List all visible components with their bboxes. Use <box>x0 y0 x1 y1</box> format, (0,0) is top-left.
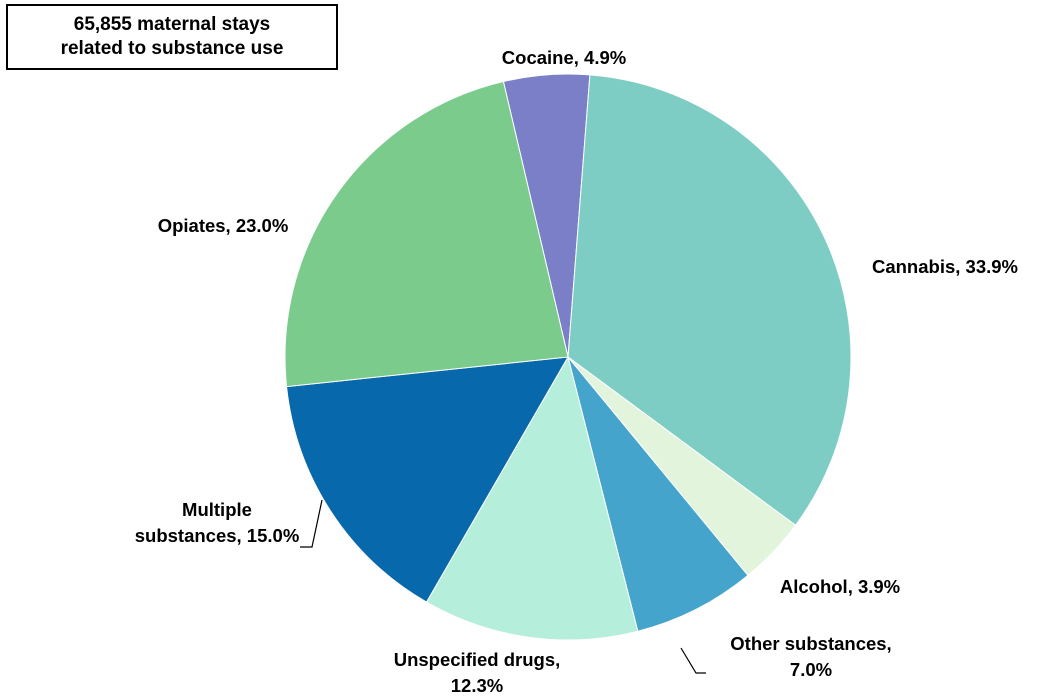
pie-slice-other-substances <box>567 356 749 632</box>
slice-label-line: Multiple <box>182 499 252 520</box>
slice-label-line: Opiates, 23.0% <box>158 215 289 236</box>
slice-label-line: 7.0% <box>790 659 832 680</box>
annotation-line-1: 65,855 maternal stays <box>73 14 271 35</box>
slice-label-cannabis: Cannabis, 33.9% <box>872 256 1018 277</box>
leader-line-other-substances <box>680 647 706 674</box>
slice-label-alcohol: Alcohol, 3.9% <box>780 576 900 597</box>
slice-label-line: substances, 15.0% <box>135 525 300 546</box>
slice-labels: Cocaine, 4.9% Cannabis, 33.9% Alcohol, 3.9… <box>135 47 1018 696</box>
leader-line-multiple-substances <box>300 499 323 548</box>
slice-label-line: 12.3% <box>451 675 503 696</box>
slice-label-line: Cocaine, 4.9% <box>502 47 626 68</box>
slice-label-unspecified-drugs: Unspecified drugs, 12.3% <box>394 649 561 696</box>
slice-label-cocaine: Cocaine, 4.9% <box>502 47 626 68</box>
slice-label-other-substances: Other substances, 7.0% <box>730 633 891 680</box>
slice-label-line: Cannabis, 33.9% <box>872 256 1018 277</box>
pie-slice-unspecified-drugs <box>425 355 639 641</box>
slice-label-opiates: Opiates, 23.0% <box>158 215 289 236</box>
pie-slice-cannabis <box>567 74 852 526</box>
slice-label-line: Unspecified drugs, <box>394 649 561 670</box>
pie-slice-opiates <box>284 80 569 388</box>
slice-label-multiple-substances: Multiple substances, 15.0% <box>135 499 300 546</box>
slice-label-line: Other substances, <box>730 633 891 654</box>
slice-label-line: Alcohol, 3.9% <box>780 576 900 597</box>
pie-slice-multiple-substances <box>286 356 569 603</box>
annotation-box: 65,855 maternal stays related to substan… <box>6 4 338 70</box>
pie-slices <box>284 73 852 641</box>
leader-lines <box>300 499 706 674</box>
annotation-line-2: related to substance use <box>60 38 284 59</box>
